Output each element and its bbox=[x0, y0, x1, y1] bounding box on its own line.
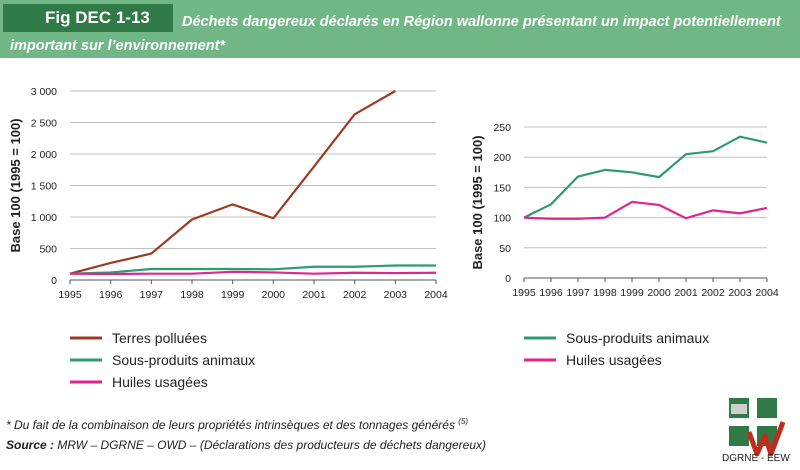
y-tick-label: 1 500 bbox=[31, 181, 57, 193]
x-tick-label: 1996 bbox=[539, 287, 563, 299]
legend-label: Terres polluées bbox=[112, 330, 207, 346]
x-tick-label: 1999 bbox=[221, 289, 245, 301]
figure-header: Fig DEC 1-13 Déchets dangereux déclarés … bbox=[0, 0, 800, 58]
figure-title-line-2: important sur l’environnement* bbox=[10, 38, 226, 54]
series-line-2 bbox=[523, 200, 768, 220]
y-tick-label: 0 bbox=[505, 273, 511, 285]
footnote-ref: (5) bbox=[458, 417, 469, 426]
x-tick-label: 2001 bbox=[674, 287, 698, 299]
y-tick-label: 150 bbox=[493, 182, 511, 194]
x-tick-label: 1997 bbox=[566, 287, 590, 299]
x-tick-label: 2001 bbox=[302, 289, 326, 301]
x-tick-label: 1996 bbox=[99, 289, 123, 301]
y-tick-label: 0 bbox=[51, 275, 57, 287]
legend-label: Sous-produits animaux bbox=[566, 330, 709, 346]
x-tick-label: 2000 bbox=[262, 289, 286, 301]
x-tick-label: 2004 bbox=[755, 287, 779, 299]
x-tick-label: 1995 bbox=[512, 287, 536, 299]
y-tick-label: 2 500 bbox=[31, 118, 57, 130]
x-tick-label: 2002 bbox=[343, 289, 367, 301]
series-line-2 bbox=[69, 264, 436, 275]
series-line-1 bbox=[523, 135, 768, 219]
x-tick-label: 1995 bbox=[58, 289, 82, 301]
chart-1: 0 500 1 000 1 500 2 000 2 500 3 000 1995 1996 199… bbox=[8, 86, 448, 390]
y-tick-label: 2 000 bbox=[31, 149, 57, 161]
y-axis-label: Base 100 (1995 = 100) bbox=[8, 118, 23, 252]
y-tick-label: 1 000 bbox=[31, 212, 57, 224]
source-text: MRW – DGRNE – OWD – (Déclarations des pr… bbox=[57, 438, 486, 452]
x-tick-label: 2002 bbox=[701, 287, 725, 299]
y-tick-label: 250 bbox=[493, 122, 511, 134]
series-line-1 bbox=[69, 90, 396, 275]
dgrne-logo-icon bbox=[729, 398, 786, 457]
source-label: Source : bbox=[6, 438, 55, 452]
figure-title-line-1: Déchets dangereux déclarés en Région wal… bbox=[182, 14, 781, 30]
x-tick-label: 2003 bbox=[384, 289, 408, 301]
footnote-text: * Du fait de la combinaison de leurs pro… bbox=[6, 418, 455, 432]
y-axis-label: Base 100 (1995 = 100) bbox=[470, 135, 485, 269]
x-tick-label: 1998 bbox=[593, 287, 617, 299]
x-tick-label: 2004 bbox=[424, 289, 448, 301]
y-tick-label: 3 000 bbox=[31, 86, 57, 98]
legend-label: Huiles usagées bbox=[566, 352, 662, 368]
y-tick-label: 100 bbox=[493, 213, 511, 225]
x-tick-label: 1997 bbox=[140, 289, 164, 301]
y-tick-label: 500 bbox=[39, 244, 57, 256]
logo-caption: DGRNE - EEW bbox=[722, 453, 790, 464]
legend-label: Sous-produits animaux bbox=[112, 352, 255, 368]
footnote: * Du fait de la combinaison de leurs pro… bbox=[6, 417, 468, 432]
source-line: Source : MRW – DGRNE – OWD – (Déclaratio… bbox=[6, 438, 486, 452]
x-tick-label: 2003 bbox=[728, 287, 752, 299]
x-tick-label: 1999 bbox=[620, 287, 644, 299]
x-tick-label: 2000 bbox=[647, 287, 671, 299]
legend-label: Huiles usagées bbox=[112, 374, 208, 390]
figure-number: Fig DEC 1-13 bbox=[3, 4, 173, 32]
series-line-3 bbox=[69, 270, 437, 276]
y-tick-label: 50 bbox=[499, 243, 511, 255]
y-tick-label: 200 bbox=[493, 152, 511, 164]
x-tick-label: 1998 bbox=[180, 289, 204, 301]
